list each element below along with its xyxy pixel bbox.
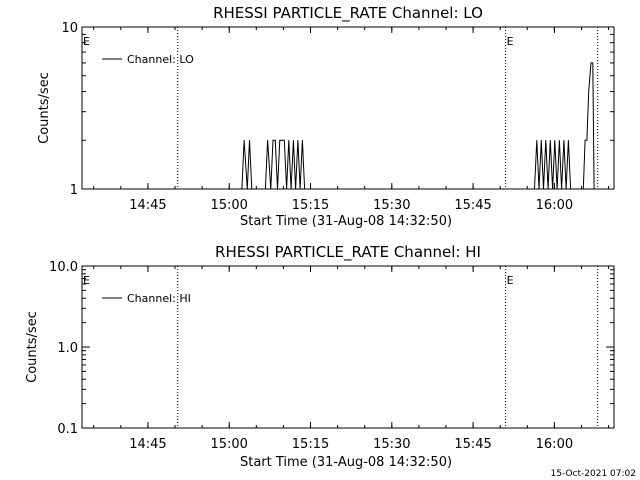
event-marker-label: E: [83, 274, 90, 287]
panel-hi: RHESSI PARTICLE_RATE Channel: HI 14:45 15…: [25, 243, 615, 470]
event-marker-label: E: [507, 35, 514, 48]
x-tick-label: 14:45: [129, 198, 166, 213]
y-tick-label: 0.1: [57, 422, 78, 437]
y-tick-label: 1.0: [57, 341, 78, 356]
x-tick-label: 15:00: [210, 198, 247, 213]
panel-lo: RHESSI PARTICLE_RATE Channel: LO 14:45 15…: [37, 4, 615, 229]
plot-frame-hi: [81, 265, 615, 429]
footer-timestamp: 15-Oct-2021 07:02: [551, 469, 636, 479]
ylabel-hi: Counts/sec: [25, 311, 40, 383]
xlabel-hi: Start Time (31-Aug-08 14:32:50): [240, 455, 452, 470]
chart-title-lo: RHESSI PARTICLE_RATE Channel: LO: [213, 4, 483, 23]
x-tick-label: 15:45: [454, 198, 491, 213]
xlabel-lo: Start Time (31-Aug-08 14:32:50): [240, 214, 452, 229]
legend-label: Channel: LO: [127, 53, 194, 66]
series-line-Channel: LO: [82, 62, 614, 190]
event-marker-label: E: [507, 274, 514, 287]
x-tick-label: 15:00: [210, 437, 247, 452]
y-tick-label: 10.0: [49, 260, 78, 275]
y-tick-label: 10: [61, 21, 78, 36]
x-tick-label: 16:00: [536, 437, 573, 452]
legend-label: Channel: HI: [127, 292, 191, 305]
ylabel-lo: Counts/sec: [37, 72, 52, 144]
x-tick-label: 16:00: [536, 198, 573, 213]
y-tick-label: 1: [70, 183, 78, 198]
x-tick-label: 15:15: [292, 198, 329, 213]
x-tick-label: 15:30: [373, 437, 410, 452]
x-tick-label: 15:30: [373, 198, 410, 213]
x-tick-label: 15:45: [454, 437, 491, 452]
x-tick-label: 15:15: [292, 437, 329, 452]
event-marker-label: E: [83, 35, 90, 48]
x-tick-label: 14:45: [129, 437, 166, 452]
plot-frame-lo: [81, 26, 615, 190]
chart-title-hi: RHESSI PARTICLE_RATE Channel: HI: [215, 243, 481, 262]
